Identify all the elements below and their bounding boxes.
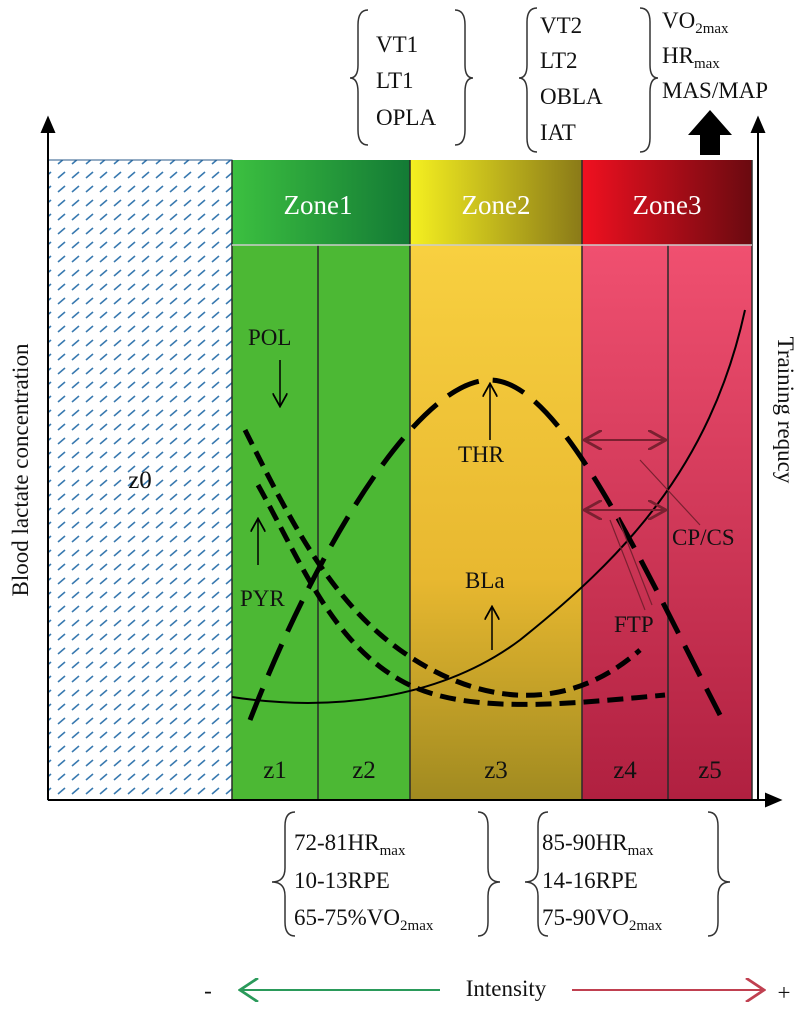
label: 14-16RPE [542,868,638,893]
label-main: HR [662,43,695,68]
axis-labels: Blood lactate concentration Training req… [8,337,798,1005]
curve-label: CP/CS [672,525,735,550]
x-axis-label: Intensity [466,976,547,1001]
label-sub: 2max [695,21,729,37]
zone-label: Zone2 [462,190,531,220]
bottom-labels: 72-81HRmax 10-13RPE 65-75%VO2max 85-90HR… [294,830,663,934]
curve-labels: POL PYR THR BLa FTP CP/CS [240,325,735,637]
label-sub: 2max [400,918,434,934]
label: IAT [540,120,576,145]
subzone-label: z3 [484,757,508,784]
curve-label: PYR [240,586,285,611]
label: 10-13RPE [294,868,390,893]
axes [40,110,783,808]
y-axis-label: Blood lactate concentration [8,343,33,596]
label-sub: max [694,56,720,72]
label-sub: max [628,843,654,859]
top-labels: VT1 LT1 OPLA VT2 LT2 OBLA IAT VO2max HRm… [376,8,768,145]
label: VT2 [540,13,582,38]
label-sub: max [380,843,406,859]
label: 65-75%VO2max [294,905,434,934]
label: 75-90VO2max [542,905,663,934]
label: OBLA [540,84,603,109]
subzone-label: z4 [613,757,637,784]
label-main: 85-90HR [542,830,628,855]
label: MAS/MAP [662,78,768,103]
curves [231,309,746,721]
subzone-label: z0 [128,467,152,494]
subzone-label: z1 [263,757,287,784]
label: LT2 [540,48,578,73]
label-main: VO [662,8,695,33]
label: 72-81HRmax [294,830,406,859]
label: VO2max [662,8,729,37]
label-main: 75-90VO [542,905,629,930]
curve-label: POL [248,325,291,350]
minus-label: - [204,978,212,1003]
y2-axis-label: Training requcy [773,337,798,484]
label: HRmax [662,43,720,72]
braces [271,7,731,937]
subzone-label: z2 [352,757,376,784]
label-main: 65-75%VO [294,905,400,930]
label: 85-90HRmax [542,830,654,859]
zone-backgrounds [47,159,753,801]
curve-label: FTP [614,612,654,637]
label: LT1 [376,68,414,93]
curve-label: THR [458,442,505,467]
curve-label: BLa [465,568,505,593]
label: VT1 [376,32,418,57]
zone-label: Zone3 [633,190,702,220]
subzone-label: z5 [698,757,722,784]
label: OPLA [376,105,436,130]
label-main: 72-81HR [294,830,380,855]
plus-label: + [778,980,791,1005]
zone-labels: Zone1 Zone2 Zone3 z0 z1 z2 z3 z4 z5 [128,190,722,784]
zone-label: Zone1 [284,190,353,220]
label-sub: 2max [629,918,663,934]
